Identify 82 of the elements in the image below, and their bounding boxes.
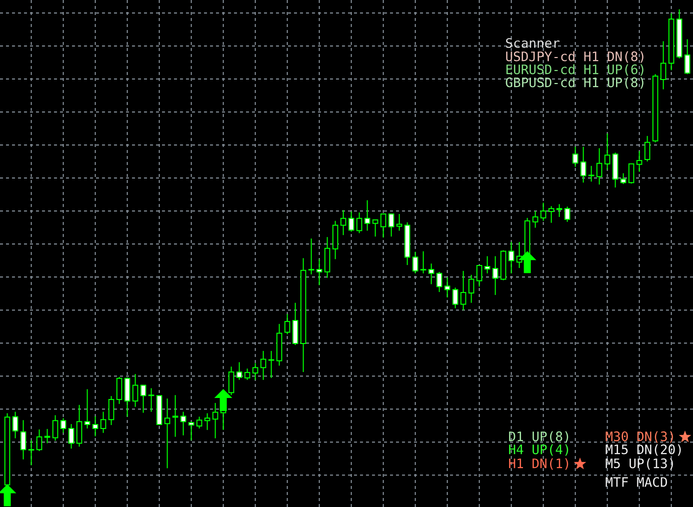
annotation: M30 DN(3): [606, 431, 673, 443]
candlestick: [132, 373, 138, 408]
candlestick: [60, 418, 66, 434]
candlestick: [684, 38, 690, 75]
candlestick: [292, 302, 298, 346]
annotation: MTF MACD: [606, 477, 668, 487]
candlestick: [636, 150, 642, 172]
candlestick: [108, 396, 114, 426]
annotation: D1 UP(8): [509, 431, 568, 443]
candlestick: [484, 256, 490, 274]
candlestick: [596, 148, 602, 186]
candlestick: [348, 211, 354, 232]
candlestick: [428, 263, 434, 285]
candlestick: [244, 368, 250, 380]
candlestick: [604, 132, 610, 170]
candlestick: [20, 420, 26, 460]
candlestick: [420, 250, 426, 274]
candlestick: [396, 213, 402, 232]
candlestick: [580, 146, 586, 184]
candlestick: [124, 376, 130, 418]
candlestick: [284, 314, 290, 335]
candlestick: [148, 388, 154, 412]
annotation: H4 UP(4): [509, 444, 568, 456]
candlestick: [340, 210, 346, 236]
candlestick: [316, 258, 322, 286]
candlestick: [68, 424, 74, 450]
candlestick: [324, 236, 330, 278]
candlestick: [628, 162, 634, 184]
candlestick: [332, 220, 338, 260]
candlestick: [260, 350, 266, 380]
annotation: H1 DN(1): [509, 458, 568, 470]
candlestick: [84, 388, 90, 429]
candlestick: [412, 251, 418, 274]
candlestick: [188, 421, 194, 441]
candlestick: [540, 202, 546, 222]
candlestick: [444, 276, 450, 298]
candlestick: [100, 411, 106, 434]
annotation: USDJPY-cd H1 DN(8): [506, 51, 644, 63]
candlestick: [372, 219, 378, 238]
annotation: EURUSD-cd H1 UP(6): [506, 64, 644, 76]
candlestick: [204, 412, 210, 430]
candlestick: [564, 206, 570, 222]
candlestick: [28, 440, 34, 466]
candlestick: [388, 212, 394, 238]
candlestick: [468, 274, 474, 304]
candlestick: [212, 402, 218, 439]
candlestick: [508, 241, 514, 274]
candlestick: [356, 212, 362, 234]
candlestick: [308, 238, 314, 275]
candlestick: [492, 256, 498, 296]
candlestick: [12, 411, 18, 439]
candlestick: [660, 40, 666, 90]
candlestick: [588, 165, 594, 182]
candlestick: [620, 172, 626, 185]
candlestick: [532, 210, 538, 228]
annotation: M5 UP(13): [606, 458, 673, 470]
candlestick: [180, 411, 186, 436]
candlestick: [164, 398, 170, 469]
candlestick: [556, 204, 562, 218]
candlestick: [44, 428, 50, 444]
candlestick: [452, 287, 458, 309]
candlestick: [196, 416, 202, 429]
candlestick: [92, 416, 98, 437]
candlestick: [436, 271, 442, 293]
candlestick: [380, 212, 386, 238]
candlestick: [52, 414, 58, 442]
candlestick: [548, 206, 554, 224]
candlestick: [172, 394, 178, 438]
annotation: M15 DN(20): [606, 444, 681, 456]
candlestick: [252, 362, 258, 380]
candlestick: [476, 265, 482, 288]
candlestick: [36, 428, 42, 452]
annotation: Scanner: [506, 38, 560, 48]
candlestick: [236, 362, 242, 380]
candlestick: [460, 270, 466, 311]
candlestick: [572, 146, 578, 168]
candlestick: [140, 384, 146, 414]
annotation: GBPUSD-cd H1 UP(8): [506, 77, 644, 89]
candlestick: [364, 200, 370, 232]
candlestick: [116, 376, 122, 404]
candlestick: [76, 404, 82, 448]
candlestick: [644, 135, 650, 162]
